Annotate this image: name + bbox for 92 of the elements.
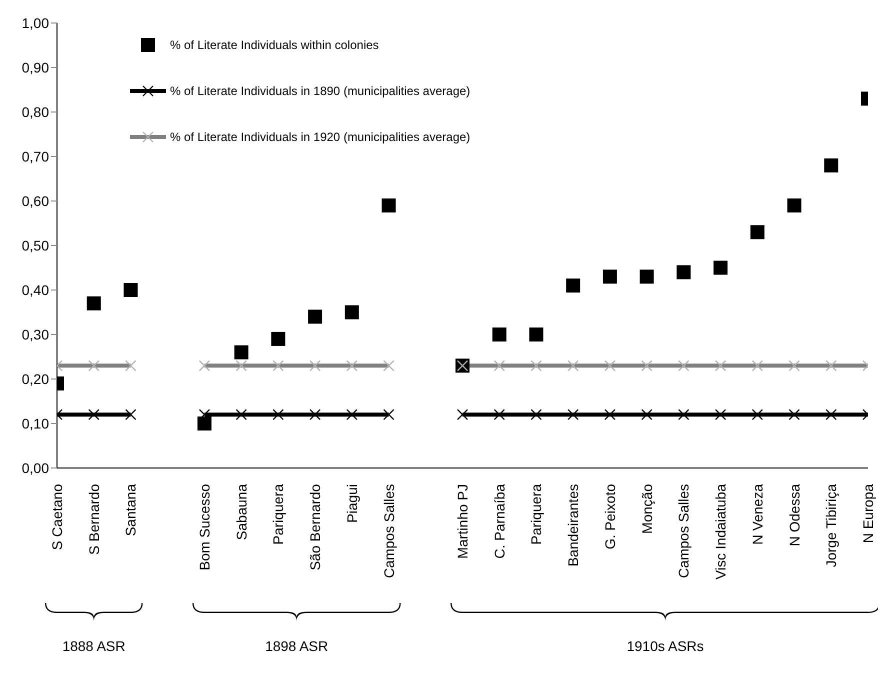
point [529, 328, 544, 342]
point [641, 360, 652, 372]
x-tick-label: Martinho PJ [454, 484, 470, 559]
point [604, 409, 616, 420]
text: 1910s ASRs [626, 638, 704, 654]
point [602, 270, 617, 284]
point [826, 360, 837, 372]
point [787, 198, 802, 212]
point [383, 409, 394, 420]
point [826, 409, 837, 420]
point [530, 409, 542, 420]
x-tick-label: Pariquera [528, 484, 544, 545]
point [346, 409, 358, 420]
point [604, 360, 616, 372]
x-tick-label: Bom Sucesso [196, 484, 212, 570]
point [88, 409, 100, 420]
x-tick-label: C. Parnaíba [491, 484, 508, 559]
x-tick-label: N Veneza [749, 484, 766, 545]
legend-label: % of Literate Individuals in 1890 (municipalities average) [170, 84, 470, 98]
point [567, 360, 579, 372]
x-tick-label: Piagui [344, 484, 360, 523]
point [752, 360, 764, 372]
point [494, 409, 505, 420]
x-tick-label: Santana [122, 484, 139, 536]
x-tick-label: S Bernardo [86, 484, 102, 555]
y-tick-label: 0,00 [22, 460, 50, 476]
point [566, 278, 580, 293]
x-tick-label: Sabauna [233, 484, 250, 540]
point [346, 360, 358, 372]
x-tick-label: N Europa [860, 484, 876, 544]
x-tick-label: Bandeirantes [565, 484, 582, 567]
y-tick-label: 0,60 [22, 192, 50, 209]
point [344, 305, 359, 320]
text: 1888 ASR [62, 638, 126, 654]
point [714, 260, 728, 275]
point [308, 310, 322, 324]
y-tick-label: 0,50 [22, 237, 50, 254]
point [714, 360, 726, 372]
point [197, 416, 212, 430]
point [752, 409, 764, 420]
point [272, 360, 284, 372]
legend-label: % of Literate Individuals in 1920 (municipalities average) [170, 130, 470, 144]
y-tick-label: 0,30 [22, 326, 50, 342]
point [788, 409, 800, 420]
point [88, 360, 100, 372]
point [456, 409, 468, 420]
point [530, 360, 542, 372]
point [676, 265, 691, 280]
x-tick-label: São Bernardo [307, 484, 324, 570]
point [788, 360, 800, 372]
point [678, 360, 690, 372]
x-tick-label: Visc Indaiatuba [712, 484, 729, 580]
point [272, 409, 284, 420]
point [640, 270, 654, 284]
point [678, 409, 690, 420]
point [494, 360, 505, 372]
point [125, 409, 136, 420]
x-tick-label: S Caetano [49, 484, 65, 550]
y-tick-label: 0,90 [22, 59, 50, 76]
x-tick-label: Campos Salles [380, 484, 397, 578]
x-tick-label: Campos Salles [676, 484, 692, 578]
point [198, 360, 210, 372]
y-tick-label: 1,00 [22, 14, 50, 31]
legend-label: % of Literate Individuals within colonies [170, 38, 379, 52]
x-tick-label: Jorge Tibiriça [823, 484, 840, 568]
point [492, 328, 506, 342]
point [124, 283, 138, 297]
y-tick-label: 0,10 [22, 415, 50, 432]
point [236, 409, 247, 420]
point [86, 296, 101, 310]
y-tick-label: 0,80 [22, 104, 50, 120]
point [309, 409, 321, 420]
point [750, 225, 764, 240]
point [271, 332, 286, 346]
point [714, 409, 726, 420]
y-tick-label: 0,20 [22, 370, 50, 387]
text: 1898 ASR [265, 638, 328, 654]
point [382, 198, 396, 212]
point [567, 409, 579, 420]
point [824, 158, 838, 172]
point [309, 360, 321, 372]
point [234, 345, 248, 360]
point [125, 360, 136, 372]
x-tick-label: G. Peixoto [602, 484, 618, 550]
x-tick-label: N Odessa [786, 484, 802, 546]
point [641, 409, 652, 420]
y-tick-label: 0,40 [22, 282, 50, 298]
x-tick-label: Monção [638, 484, 655, 534]
point [383, 360, 394, 372]
point [236, 360, 247, 372]
x-tick-label: Pariquera [270, 484, 286, 545]
y-tick-label: 0,70 [22, 148, 50, 164]
